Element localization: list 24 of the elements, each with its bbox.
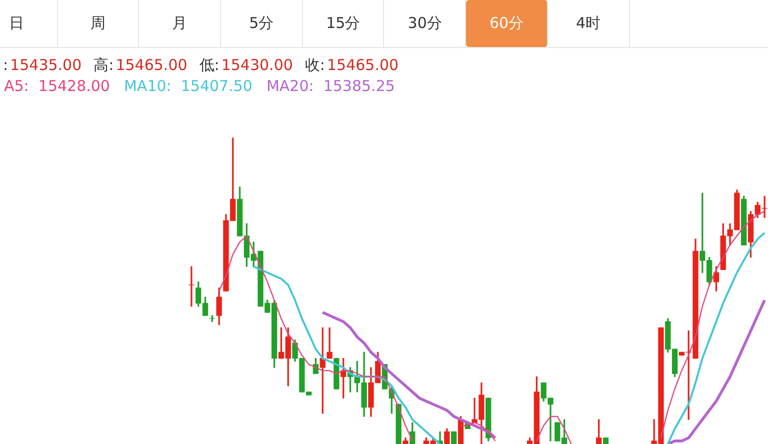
text: 周 <box>58 0 140 47</box>
text: 15465.00 <box>326 56 399 74</box>
text: 收: <box>304 56 325 74</box>
text: 60分 <box>466 0 548 47</box>
text: 5分 <box>221 0 303 47</box>
text: 日 <box>0 0 58 47</box>
text: 15407.50 <box>180 77 252 95</box>
text: 15465.00 <box>116 56 188 74</box>
text: A5: <box>4 77 29 95</box>
candlestick <box>209 315 215 322</box>
text: 低: <box>199 56 220 74</box>
text: 15428.00 <box>38 77 110 95</box>
text: 15385.25 <box>323 77 395 95</box>
candlestick <box>602 438 609 444</box>
text: 4时 <box>548 0 630 47</box>
text: 高: <box>94 56 114 74</box>
text: MA10: <box>124 77 172 95</box>
text: : <box>3 56 8 74</box>
text: 月 <box>139 0 222 47</box>
text: 15430.00 <box>221 56 293 74</box>
text: 30分 <box>384 0 466 47</box>
text: MA20: <box>266 77 314 95</box>
text: 15分 <box>302 0 384 47</box>
text: 15435.00 <box>10 56 82 74</box>
